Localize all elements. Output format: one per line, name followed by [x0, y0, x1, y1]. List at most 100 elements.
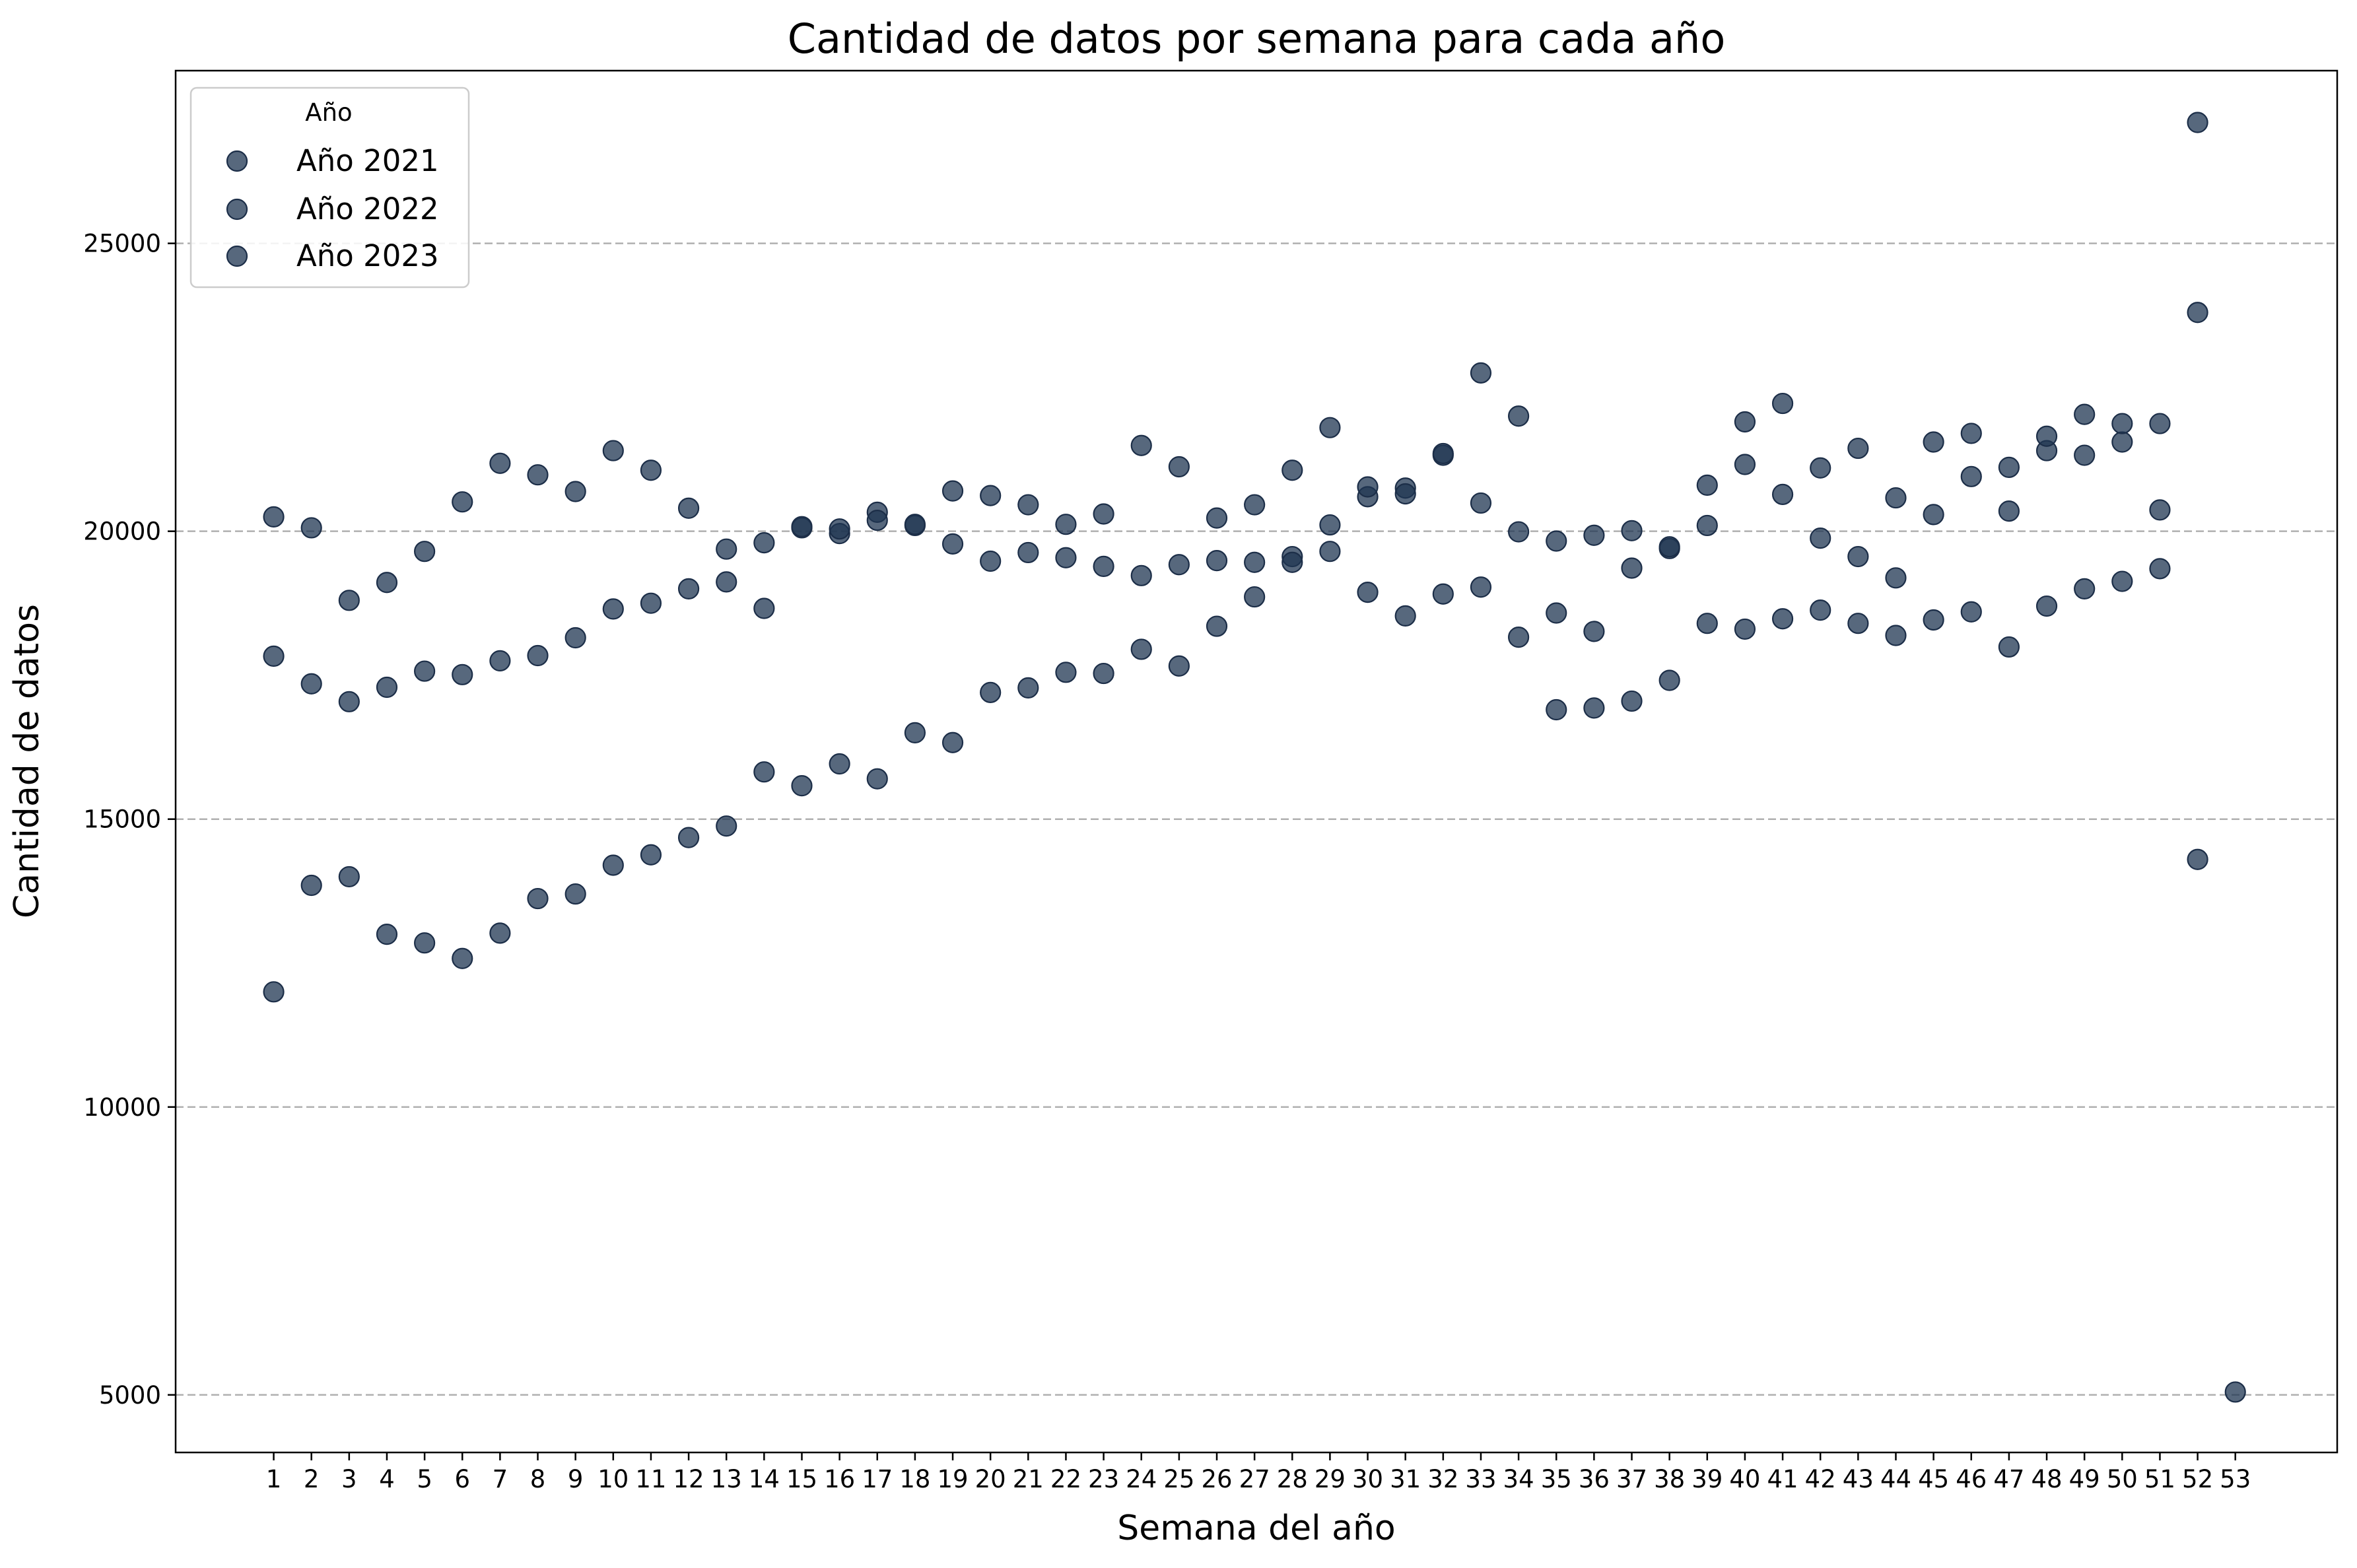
point-1-week-46 [1960, 601, 1982, 623]
point-3-week-46 [1960, 423, 1982, 444]
point-1-week-53 [2224, 1381, 2246, 1403]
point-3-week-9 [564, 481, 586, 502]
y-tick-label-25000: 25000 [83, 230, 161, 258]
point-2-week-8 [527, 644, 549, 667]
point-3-week-10 [602, 440, 624, 461]
legend-label-2021: Año 2021 [296, 143, 439, 178]
x-tick-label-42: 42 [1805, 1465, 1836, 1493]
point-3-week-14 [753, 532, 775, 554]
x-tick-label-3: 3 [341, 1465, 357, 1493]
x-tick-label-4: 4 [379, 1465, 395, 1493]
point-3-week-28 [1281, 551, 1303, 573]
point-3-week-49 [2074, 444, 2096, 466]
point-3-week-47 [1998, 500, 2020, 522]
point-1-week-19 [941, 732, 964, 753]
legend-marker-2022 [226, 198, 248, 221]
x-tick-label-7: 7 [493, 1465, 508, 1493]
point-3-week-15 [791, 516, 813, 537]
x-tick-label-44: 44 [1880, 1465, 1911, 1493]
point-3-week-32 [1432, 442, 1454, 465]
point-3-week-21 [1017, 541, 1039, 564]
x-tick-label-30: 30 [1352, 1465, 1383, 1493]
x-tick-label-32: 32 [1427, 1465, 1458, 1493]
point-3-week-19 [941, 533, 964, 555]
point-3-week-51 [2149, 499, 2171, 521]
point-1-week-14 [753, 761, 775, 783]
point-3-week-34 [1508, 521, 1530, 543]
point-2-week-33 [1470, 576, 1492, 598]
point-2-week-51 [2149, 413, 2171, 434]
point-2-week-7 [489, 650, 511, 671]
point-2-week-3 [338, 691, 360, 712]
point-3-week-2 [300, 517, 322, 539]
point-1-week-48 [2035, 595, 2058, 617]
point-3-week-23 [1093, 555, 1114, 577]
point-1-week-22 [1055, 662, 1077, 683]
point-2-week-27 [1244, 494, 1266, 516]
point-2-week-5 [414, 660, 436, 682]
point-1-week-49 [2074, 578, 2096, 599]
point-3-week-3 [338, 590, 360, 611]
x-tick-label-35: 35 [1541, 1465, 1572, 1493]
point-3-week-30 [1357, 476, 1379, 498]
point-2-week-14 [753, 597, 775, 619]
point-2-week-2 [300, 673, 322, 695]
point-2-week-25 [1168, 554, 1190, 576]
point-1-week-11 [640, 844, 662, 866]
point-2-week-21 [1017, 494, 1039, 516]
data-points [263, 112, 2246, 1403]
legend-label-2022: Año 2022 [296, 191, 439, 226]
point-1-week-2 [300, 874, 322, 897]
point-2-week-37 [1621, 557, 1643, 579]
x-tick-label-28: 28 [1277, 1465, 1308, 1493]
point-2-week-35 [1546, 602, 1567, 624]
x-tick-label-45: 45 [1918, 1465, 1949, 1493]
point-3-week-45 [1923, 431, 1944, 453]
point-3-week-27 [1244, 551, 1266, 573]
chart-title: Cantidad de datos por semana para cada a… [788, 15, 1726, 63]
point-2-week-32 [1432, 583, 1454, 605]
point-1-week-13 [716, 815, 737, 837]
point-3-week-31 [1394, 483, 1416, 505]
series-año-2023 [263, 413, 2208, 870]
x-tick-label-40: 40 [1729, 1465, 1760, 1493]
point-1-week-47 [1998, 636, 2020, 658]
point-3-week-44 [1885, 487, 1907, 509]
point-1-week-9 [564, 883, 586, 905]
point-2-week-46 [1960, 465, 1982, 487]
point-3-week-29 [1319, 417, 1341, 438]
point-2-week-1 [263, 645, 285, 667]
x-tick-label-21: 21 [1013, 1465, 1044, 1493]
point-3-week-11 [640, 460, 662, 481]
point-1-week-39 [1696, 613, 1718, 634]
x-tick-label-47: 47 [1993, 1465, 2024, 1493]
point-1-week-50 [2111, 570, 2133, 592]
x-tick-label-13: 13 [711, 1465, 742, 1493]
point-2-week-52 [2187, 112, 2208, 133]
point-2-week-26 [1206, 507, 1228, 529]
y-tick-label-10000: 10000 [83, 1093, 161, 1122]
x-tick-label-39: 39 [1691, 1465, 1723, 1493]
point-3-week-6 [452, 491, 473, 513]
point-2-week-49 [2074, 403, 2096, 425]
x-tick-label-11: 11 [635, 1465, 666, 1493]
y-tick-label-5000: 5000 [99, 1381, 161, 1410]
point-2-week-9 [564, 627, 586, 649]
point-2-week-4 [376, 676, 398, 699]
point-1-week-1 [263, 981, 285, 1003]
point-2-week-6 [452, 664, 473, 685]
point-1-week-52 [2187, 302, 2208, 324]
point-2-week-23 [1093, 503, 1114, 525]
x-tick-label-41: 41 [1767, 1465, 1798, 1493]
x-tick-label-33: 33 [1465, 1465, 1496, 1493]
x-tick-label-22: 22 [1050, 1465, 1081, 1493]
x-tick-label-14: 14 [749, 1465, 780, 1493]
point-1-week-12 [677, 827, 700, 848]
x-tick-label-9: 9 [568, 1465, 584, 1493]
point-2-week-28 [1281, 460, 1303, 481]
point-3-week-37 [1621, 520, 1643, 541]
point-1-week-26 [1206, 615, 1228, 637]
